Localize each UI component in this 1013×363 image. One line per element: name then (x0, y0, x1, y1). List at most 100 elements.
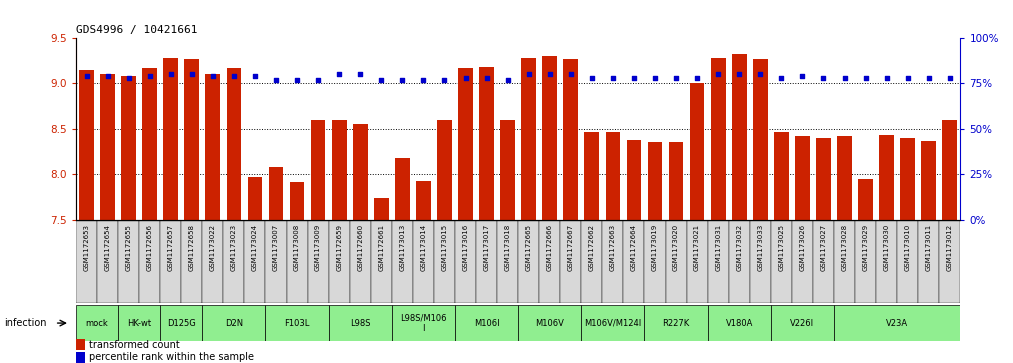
Point (289, 77, 305, 83)
Text: GSM1173021: GSM1173021 (694, 224, 700, 271)
Bar (371, 221, 392, 303)
Text: GSM1172656: GSM1172656 (147, 224, 153, 271)
Text: transformed count: transformed count (89, 340, 179, 350)
Bar (76, 221, 97, 303)
Bar (581, 305, 644, 341)
Text: F103L: F103L (285, 319, 310, 327)
Text: GSM1173017: GSM1173017 (483, 224, 489, 271)
Point (626, 75, 642, 81)
Point (689, 75, 705, 81)
Bar (644, 221, 666, 303)
Bar (606, 131, 620, 220)
Bar (666, 221, 687, 303)
Point (99, 73, 115, 79)
Bar (244, 221, 265, 303)
Bar (184, 59, 200, 220)
Bar (711, 58, 725, 220)
Bar (497, 221, 518, 303)
Text: V180A: V180A (725, 319, 753, 327)
Point (562, 72, 578, 77)
Point (415, 77, 432, 83)
Bar (76, 339, 85, 350)
Bar (812, 221, 834, 303)
Text: GSM1172654: GSM1172654 (104, 224, 110, 271)
Bar (795, 136, 809, 220)
Bar (413, 221, 434, 303)
Text: GSM1173018: GSM1173018 (504, 224, 511, 271)
Point (331, 72, 347, 77)
Text: M106V: M106V (535, 319, 564, 327)
Point (753, 72, 769, 77)
Text: GDS4996 / 10421661: GDS4996 / 10421661 (76, 25, 198, 34)
Bar (97, 221, 119, 303)
Text: M106V/M124I: M106V/M124I (585, 319, 641, 327)
Point (857, 75, 873, 81)
Point (542, 72, 558, 77)
Bar (392, 305, 455, 341)
Bar (771, 305, 834, 341)
Bar (585, 131, 600, 220)
Point (921, 75, 937, 81)
Bar (500, 120, 515, 220)
Text: GSM1173009: GSM1173009 (315, 224, 321, 271)
Bar (247, 177, 262, 220)
Bar (542, 56, 557, 220)
Text: GSM1173024: GSM1173024 (252, 224, 258, 271)
Bar (708, 221, 728, 303)
Bar (898, 221, 918, 303)
Point (226, 73, 242, 79)
Bar (311, 120, 325, 220)
Bar (792, 221, 812, 303)
Bar (560, 221, 581, 303)
Point (478, 75, 494, 81)
Bar (690, 83, 704, 220)
Bar (437, 120, 452, 220)
Point (267, 77, 284, 83)
Bar (434, 221, 455, 303)
Text: GSM1172662: GSM1172662 (589, 224, 595, 271)
Text: GSM1172663: GSM1172663 (610, 224, 616, 271)
Text: GSM1173007: GSM1173007 (274, 224, 279, 271)
Bar (328, 305, 392, 341)
Point (205, 73, 221, 79)
Text: GSM1173014: GSM1173014 (420, 224, 426, 271)
Bar (774, 131, 789, 220)
Point (458, 75, 474, 81)
Point (710, 72, 726, 77)
Bar (731, 54, 747, 220)
Text: GSM1173022: GSM1173022 (210, 224, 216, 271)
Point (878, 75, 894, 81)
Text: GSM1173033: GSM1173033 (758, 224, 763, 271)
Bar (479, 67, 494, 220)
Bar (458, 68, 473, 220)
Text: GSM1173029: GSM1173029 (863, 224, 868, 271)
Point (521, 72, 537, 77)
Text: V23A: V23A (886, 319, 909, 327)
Bar (265, 221, 287, 303)
Bar (627, 140, 641, 220)
Bar (181, 221, 203, 303)
Text: GSM1173028: GSM1173028 (842, 224, 848, 271)
Text: M106I: M106I (474, 319, 499, 327)
Bar (349, 221, 371, 303)
Text: GSM1173019: GSM1173019 (652, 224, 658, 271)
Text: GSM1172664: GSM1172664 (631, 224, 637, 271)
Text: D125G: D125G (167, 319, 196, 327)
Bar (328, 221, 349, 303)
Bar (942, 120, 957, 220)
Text: GSM1173030: GSM1173030 (883, 224, 889, 271)
Text: L98S/M106
I: L98S/M106 I (400, 313, 447, 333)
Text: GSM1172657: GSM1172657 (168, 224, 173, 271)
Bar (922, 141, 936, 220)
Text: GSM1173026: GSM1173026 (799, 224, 805, 271)
Bar (374, 198, 389, 220)
Point (942, 75, 958, 81)
Bar (142, 68, 157, 220)
Bar (227, 68, 241, 220)
Bar (644, 305, 708, 341)
Point (815, 75, 832, 81)
Text: GSM1173027: GSM1173027 (821, 224, 827, 271)
Bar (455, 221, 476, 303)
Bar (353, 124, 368, 220)
Bar (563, 59, 578, 220)
